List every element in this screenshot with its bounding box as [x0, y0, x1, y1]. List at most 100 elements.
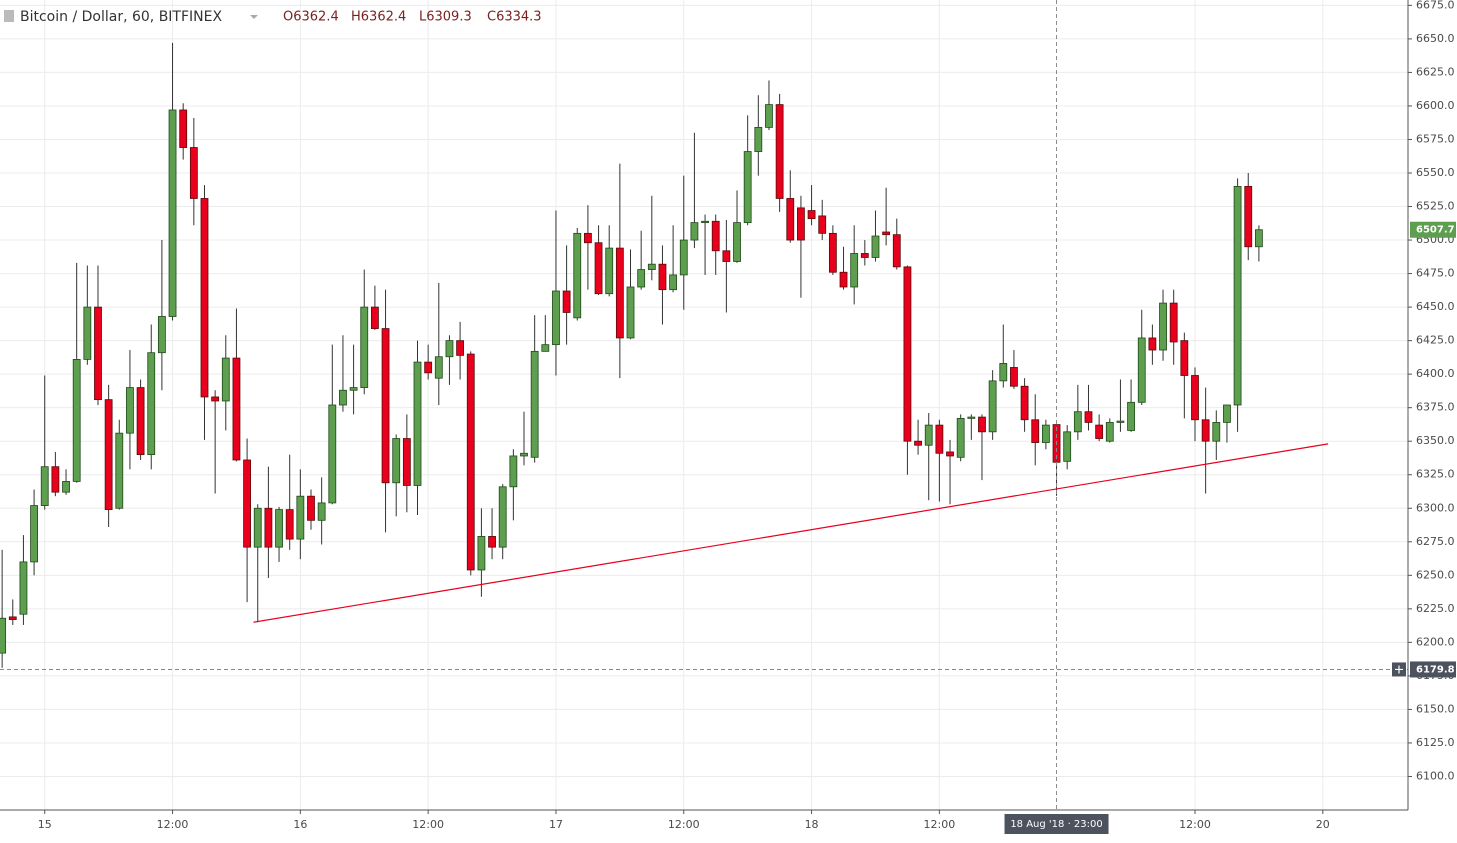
candle-body — [924, 424, 933, 446]
candle-body — [978, 416, 986, 433]
candle-body — [488, 536, 496, 548]
y-tick-label: 6350.0 — [1416, 434, 1455, 447]
x-tick-label: 12:00 — [1179, 818, 1211, 831]
candle-body — [285, 509, 294, 540]
candle-body — [584, 232, 592, 244]
ohlc-value: H6362.4 — [351, 10, 406, 25]
candle-body — [264, 507, 273, 548]
candle-body — [413, 361, 422, 486]
candle-body — [381, 328, 390, 484]
plus-icon — [1395, 665, 1403, 674]
candle-body — [1073, 411, 1082, 433]
candle-body — [200, 198, 209, 398]
candle-body — [562, 290, 571, 313]
candle-body — [903, 266, 912, 442]
candle-body — [232, 357, 241, 461]
candle-body — [1223, 404, 1231, 423]
y-tick-label: 6625.0 — [1416, 65, 1455, 78]
candle-body — [552, 290, 560, 346]
candle-body — [62, 481, 70, 493]
dropdown-caret[interactable] — [250, 15, 258, 19]
candle-body — [786, 198, 795, 241]
candle-body — [498, 486, 507, 548]
candle-body — [1041, 424, 1050, 443]
candle-body — [615, 247, 624, 339]
crosshair-time-box — [1004, 814, 1109, 834]
y-tick-label: 6675.0 — [1416, 0, 1455, 11]
candle-body — [115, 432, 124, 509]
candle-body — [360, 306, 369, 388]
candle-body — [765, 104, 773, 128]
candle-body — [40, 466, 49, 506]
candle-body — [434, 356, 443, 379]
candle-body — [509, 455, 518, 488]
y-tick-label: 6100.0 — [1416, 769, 1455, 782]
x-tick-label: 18 — [805, 818, 819, 831]
candle-body — [317, 502, 326, 521]
candle-body — [839, 271, 848, 288]
y-tick-label: 6200.0 — [1416, 635, 1455, 648]
y-tick-label: 6250.0 — [1416, 568, 1455, 581]
chart-title: Bitcoin / Dollar, 60, BITFINEX — [20, 9, 222, 25]
y-tick-label: 6650.0 — [1416, 32, 1455, 45]
candle-body — [221, 357, 230, 402]
candle-body — [126, 387, 134, 434]
candle-body — [956, 418, 965, 458]
candle-body — [328, 404, 337, 504]
x-tick-label: 12:00 — [412, 818, 444, 831]
y-tick-label: 6300.0 — [1416, 501, 1455, 514]
symbol-icon[interactable] — [4, 10, 14, 22]
ohlc-value: O6362.4 — [283, 10, 339, 25]
candle-body — [871, 235, 880, 258]
candle-body — [136, 387, 145, 456]
candle-body — [722, 250, 731, 262]
candle-body — [935, 424, 944, 454]
candle-body — [850, 253, 859, 288]
y-tick-label: 6225.0 — [1416, 602, 1455, 615]
candle-body — [94, 306, 102, 401]
candle-body — [1159, 302, 1167, 351]
candle-body — [456, 340, 465, 356]
last-price-label: 6507.7 — [1416, 225, 1455, 236]
candle-body — [72, 359, 81, 482]
last-price-box — [1410, 221, 1456, 238]
y-tick-label: 6550.0 — [1416, 166, 1455, 179]
candle-body — [701, 220, 709, 224]
ohlc-value: L6309.3 — [419, 10, 472, 25]
candles — [0, 42, 1263, 668]
x-tick-label: 12:00 — [924, 818, 956, 831]
candle-body — [594, 242, 603, 295]
crosshair-price-box — [1410, 661, 1456, 678]
x-tick-label: 12:00 — [157, 818, 189, 831]
candle-body — [711, 220, 720, 252]
y-tick-label: 6525.0 — [1416, 200, 1455, 213]
candle-body — [807, 210, 816, 219]
candle-body — [647, 263, 656, 270]
candle-body — [0, 617, 7, 654]
candle-body — [339, 389, 347, 406]
candle-body — [157, 316, 166, 354]
y-tick-label: 6400.0 — [1416, 367, 1455, 380]
candle-body — [914, 440, 922, 446]
x-tick-label: 12:00 — [668, 818, 700, 831]
x-tick-label: 15 — [38, 818, 52, 831]
candle-body — [1169, 302, 1178, 343]
candle-body — [1010, 367, 1018, 387]
candle-body — [743, 151, 752, 224]
candle-body — [1020, 385, 1029, 421]
candle-body — [658, 263, 667, 291]
candle-body — [1127, 401, 1135, 431]
y-tick-label: 6275.0 — [1416, 535, 1455, 548]
candle-body — [253, 507, 262, 548]
candle-body — [30, 505, 38, 563]
candle-body — [530, 350, 539, 458]
candle-body — [307, 495, 315, 521]
y-tick-label: 6425.0 — [1416, 334, 1455, 347]
y-tick-label: 6475.0 — [1416, 267, 1455, 280]
candle-body — [1084, 411, 1093, 423]
candle-body — [860, 253, 869, 258]
y-tick-label: 6375.0 — [1416, 401, 1455, 414]
candle-body — [1180, 340, 1189, 376]
candle-body — [349, 387, 358, 391]
